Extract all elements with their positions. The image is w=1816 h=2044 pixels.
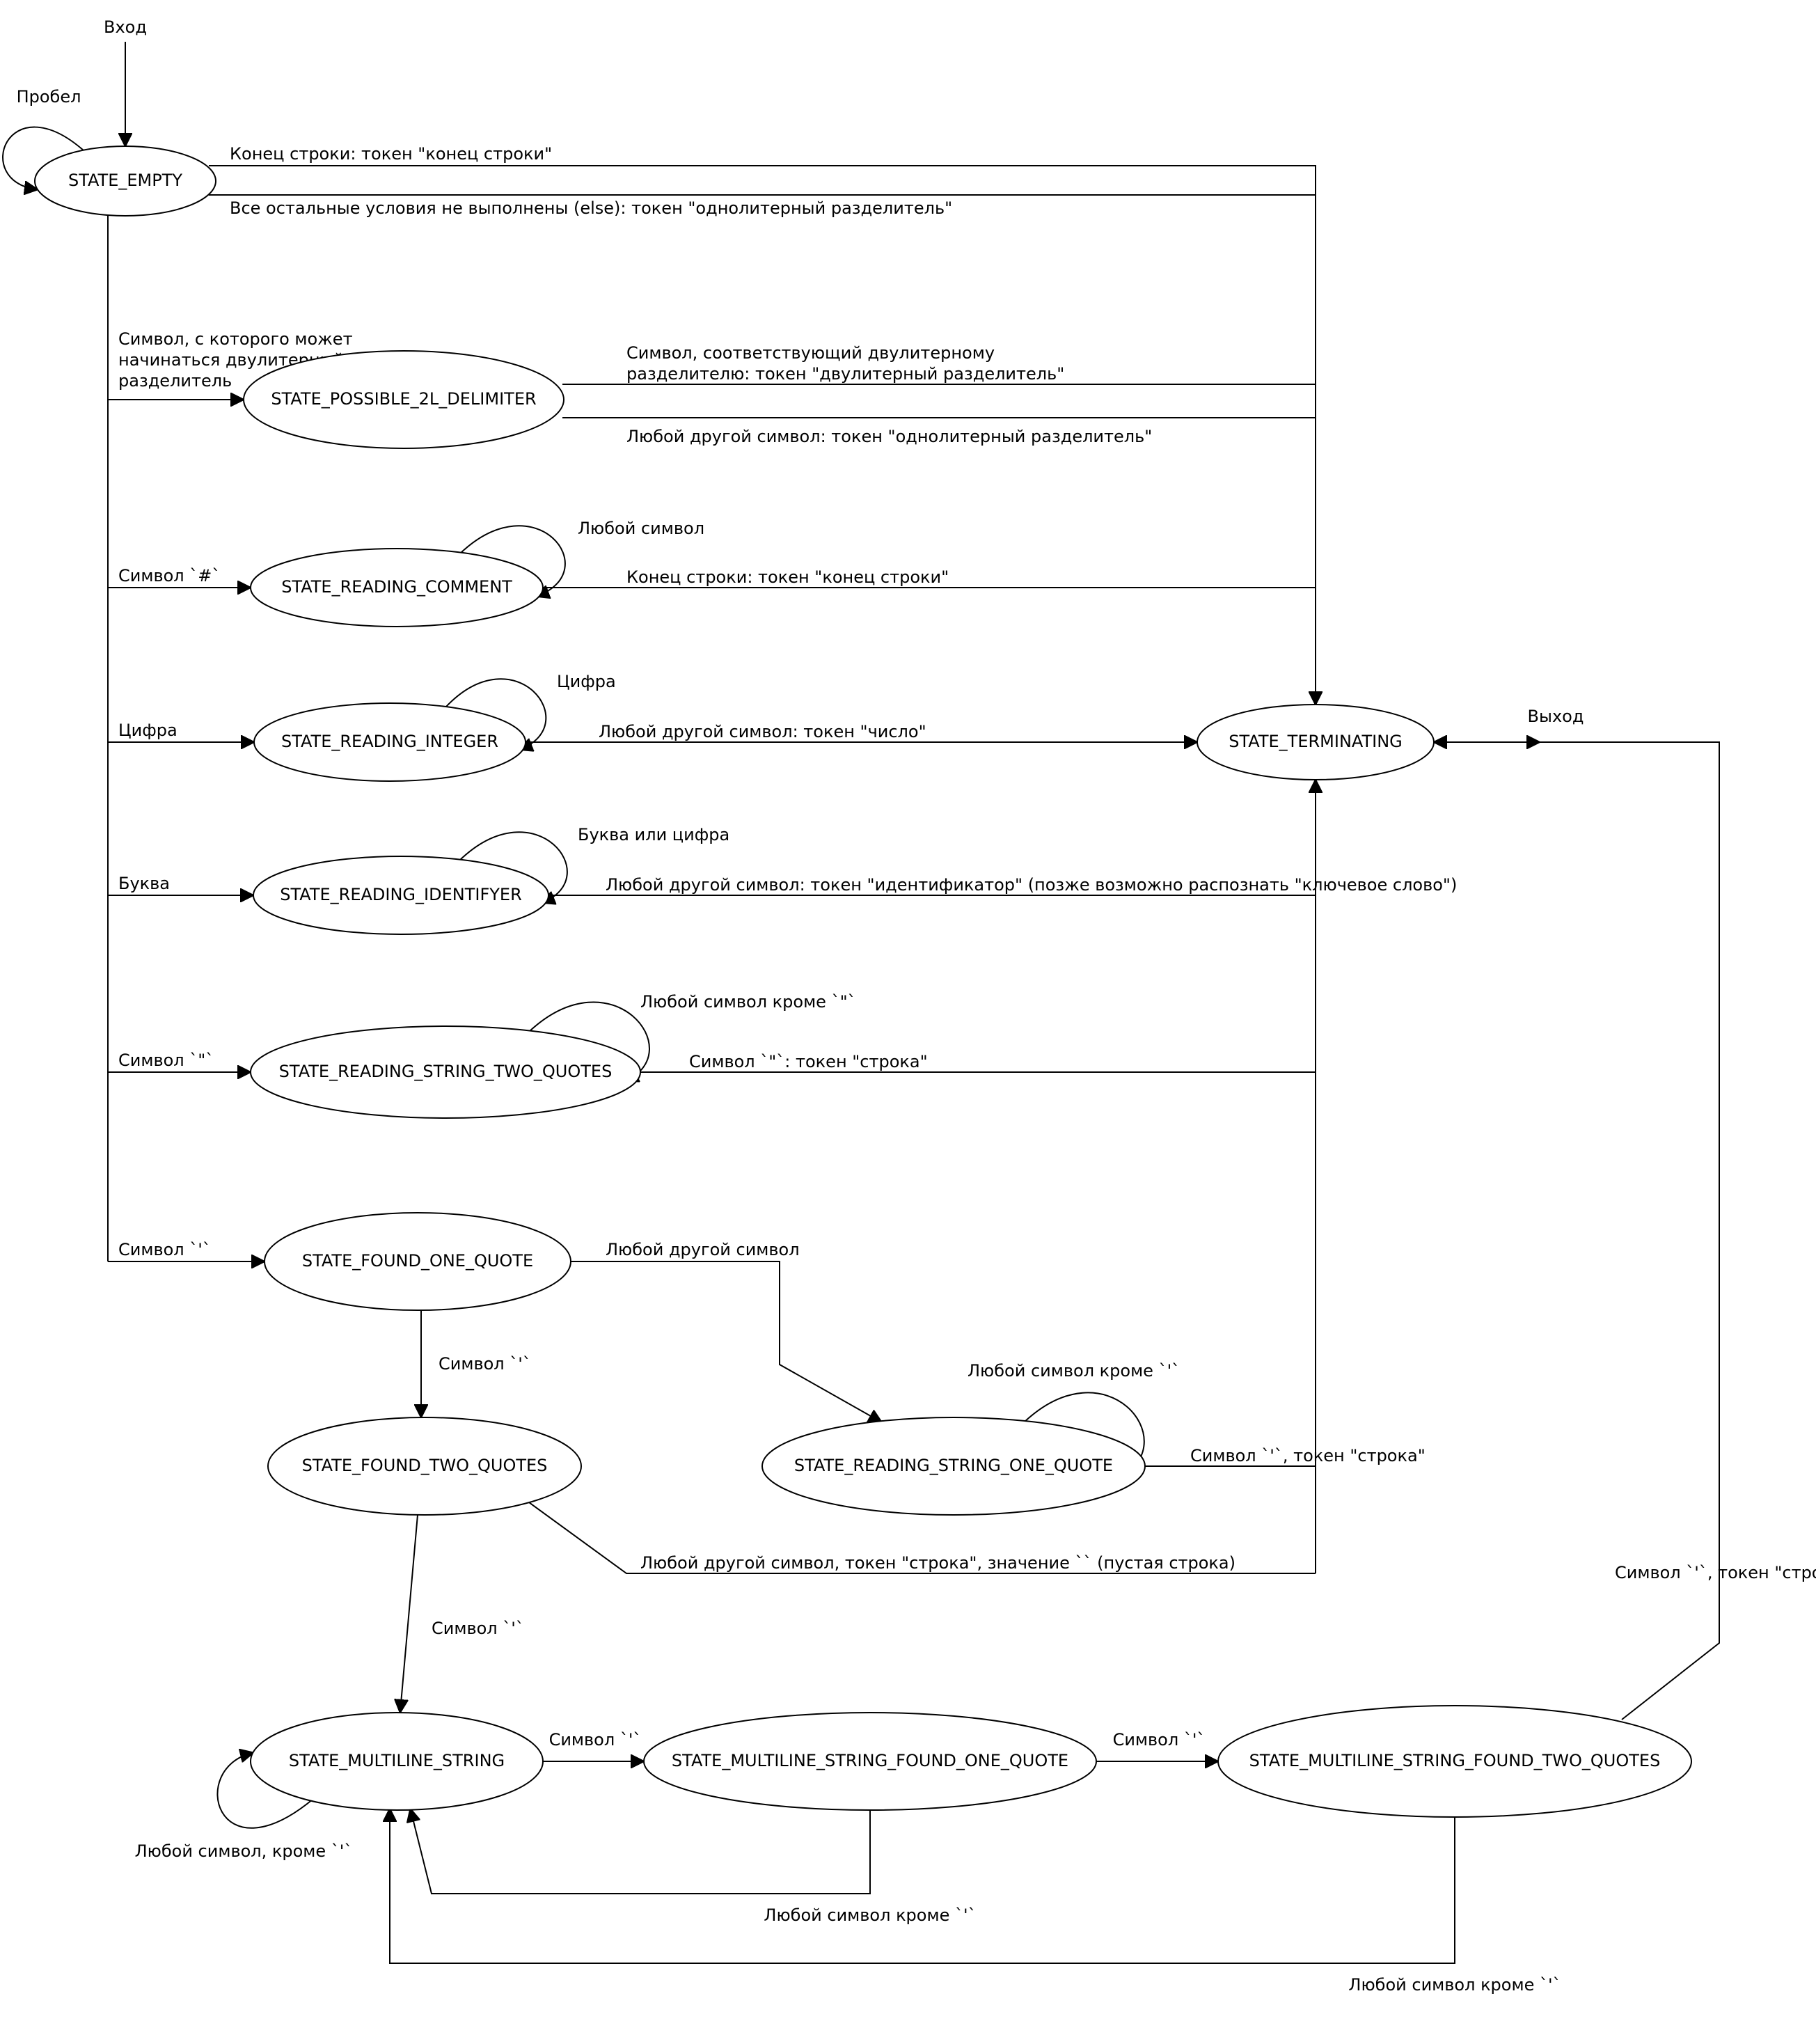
edge-found1q-else-label: Любой другой символ xyxy=(606,1240,800,1259)
svg-text:STATE_EMPTY: STATE_EMPTY xyxy=(68,171,182,190)
edge-mls2q-back-label: Любой символ кроме `'` xyxy=(1348,1975,1561,1995)
edge-found2q-mls xyxy=(400,1515,418,1711)
edge-empty-poss2l-label1: Символ, с которого может xyxy=(118,329,353,349)
loop-empty-space-label: Пробел xyxy=(17,87,81,107)
node-found-two-quotes: STATE_FOUND_TWO_QUOTES xyxy=(268,1417,581,1515)
node-reading-string-two-quotes: STATE_READING_STRING_TWO_QUOTES xyxy=(251,1026,640,1118)
edge-empty-found1q-label: Символ `'` xyxy=(118,1240,211,1259)
loop-str1q-label: Любой символ кроме `'` xyxy=(968,1361,1180,1381)
loop-comment-label: Любой символ xyxy=(578,519,704,538)
svg-text:STATE_TERMINATING: STATE_TERMINATING xyxy=(1229,732,1403,751)
edge-empty-poss2l-label3: разделитель xyxy=(118,371,232,391)
loop-mls-label: Любой символ, кроме `'` xyxy=(135,1841,353,1861)
edge-mls2q-close-label: Символ `'`, токен "строка" xyxy=(1615,1563,1816,1582)
svg-text:STATE_FOUND_ONE_QUOTE: STATE_FOUND_ONE_QUOTE xyxy=(302,1251,533,1271)
edge-mls-mls1q-label: Символ `'` xyxy=(549,1730,642,1750)
edge-mls1q-mls2q-label: Символ `'` xyxy=(1113,1730,1206,1750)
exit-label: Выход xyxy=(1528,707,1584,726)
state-diagram: Вход Выход Пробел Конец строки: токен "к… xyxy=(0,0,1816,2044)
svg-text:STATE_MULTILINE_STRING_FOUND_T: STATE_MULTILINE_STRING_FOUND_TWO_QUOTES xyxy=(1249,1751,1661,1770)
node-multiline-string: STATE_MULTILINE_STRING xyxy=(251,1713,543,1810)
svg-text:STATE_POSSIBLE_2L_DELIMITER: STATE_POSSIBLE_2L_DELIMITER xyxy=(271,389,536,409)
edge-str1q-close-label: Символ `'`, токен "строка" xyxy=(1190,1446,1426,1465)
edge-found2q-mls-label: Символ `'` xyxy=(432,1619,524,1638)
loop-ident-label: Буква или цифра xyxy=(578,825,729,844)
edge-empty-integer-label: Цифра xyxy=(118,721,177,740)
edge-poss2l-else-label: Любой другой символ: токен "однолитерный… xyxy=(626,427,1152,446)
edge-empty-ident-label: Буква xyxy=(118,874,170,893)
edge-mls1q-back xyxy=(411,1810,870,1894)
edge-found1q-2q-label: Символ `'` xyxy=(439,1354,531,1374)
edge-comment-eol-label: Конец строки: токен "конец строки" xyxy=(626,567,949,587)
loop-integer-label: Цифра xyxy=(557,672,616,691)
node-reading-integer: STATE_READING_INTEGER xyxy=(254,703,526,781)
node-reading-string-one-quote: STATE_READING_STRING_ONE_QUOTE xyxy=(762,1417,1145,1515)
svg-text:STATE_READING_IDENTIFYER: STATE_READING_IDENTIFYER xyxy=(280,885,522,904)
entry-label: Вход xyxy=(104,17,147,37)
edge-empty-else-label: Все остальные условия не выполнены (else… xyxy=(230,198,952,218)
svg-text:STATE_READING_STRING_ONE_QUOTE: STATE_READING_STRING_ONE_QUOTE xyxy=(794,1456,1113,1475)
edge-poss2l-match-label2: разделителю: токен "двулитерный разделит… xyxy=(626,364,1064,384)
edge-empty-str2q-label: Символ `"` xyxy=(118,1051,214,1070)
edge-mls1q-back-label: Любой символ кроме `'` xyxy=(764,1905,976,1925)
node-reading-identifier: STATE_READING_IDENTIFYER xyxy=(253,856,548,934)
node-multiline-string-found-two-quotes: STATE_MULTILINE_STRING_FOUND_TWO_QUOTES xyxy=(1218,1706,1691,1817)
node-possible-2l-delimiter: STATE_POSSIBLE_2L_DELIMITER xyxy=(244,351,564,448)
node-found-one-quote: STATE_FOUND_ONE_QUOTE xyxy=(264,1213,571,1310)
edge-integer-else-label: Любой другой символ: токен "число" xyxy=(599,722,926,741)
node-multiline-string-found-one-quote: STATE_MULTILINE_STRING_FOUND_ONE_QUOTE xyxy=(644,1713,1096,1810)
svg-text:STATE_READING_COMMENT: STATE_READING_COMMENT xyxy=(281,577,512,597)
loop-str2q-label: Любой символ кроме `"` xyxy=(640,992,856,1012)
svg-text:STATE_READING_STRING_TWO_QUOTE: STATE_READING_STRING_TWO_QUOTES xyxy=(279,1062,613,1081)
svg-text:STATE_FOUND_TWO_QUOTES: STATE_FOUND_TWO_QUOTES xyxy=(302,1456,548,1475)
edge-empty-eol-label: Конец строки: токен "конец строки" xyxy=(230,144,552,164)
svg-text:STATE_MULTILINE_STRING_FOUND_O: STATE_MULTILINE_STRING_FOUND_ONE_QUOTE xyxy=(672,1751,1068,1770)
node-terminating: STATE_TERMINATING xyxy=(1197,705,1434,780)
svg-text:STATE_MULTILINE_STRING: STATE_MULTILINE_STRING xyxy=(289,1751,505,1770)
node-empty: STATE_EMPTY xyxy=(35,146,216,216)
edge-ident-else-label: Любой другой символ: токен "идентификато… xyxy=(606,875,1457,895)
svg-text:STATE_READING_INTEGER: STATE_READING_INTEGER xyxy=(281,732,498,751)
edge-poss2l-match-label1: Символ, соответствующий двулитерному xyxy=(626,343,995,363)
edge-found1q-else xyxy=(571,1261,881,1422)
edge-found2q-else-label: Любой другой символ, токен "строка", зна… xyxy=(640,1553,1235,1573)
edge-empty-comment-label: Символ `#` xyxy=(118,566,220,585)
node-reading-comment: STATE_READING_COMMENT xyxy=(251,549,543,627)
edge-str2q-close-label: Символ `"`: токен "строка" xyxy=(689,1052,928,1071)
edge-mls2q-back xyxy=(390,1810,1455,1963)
